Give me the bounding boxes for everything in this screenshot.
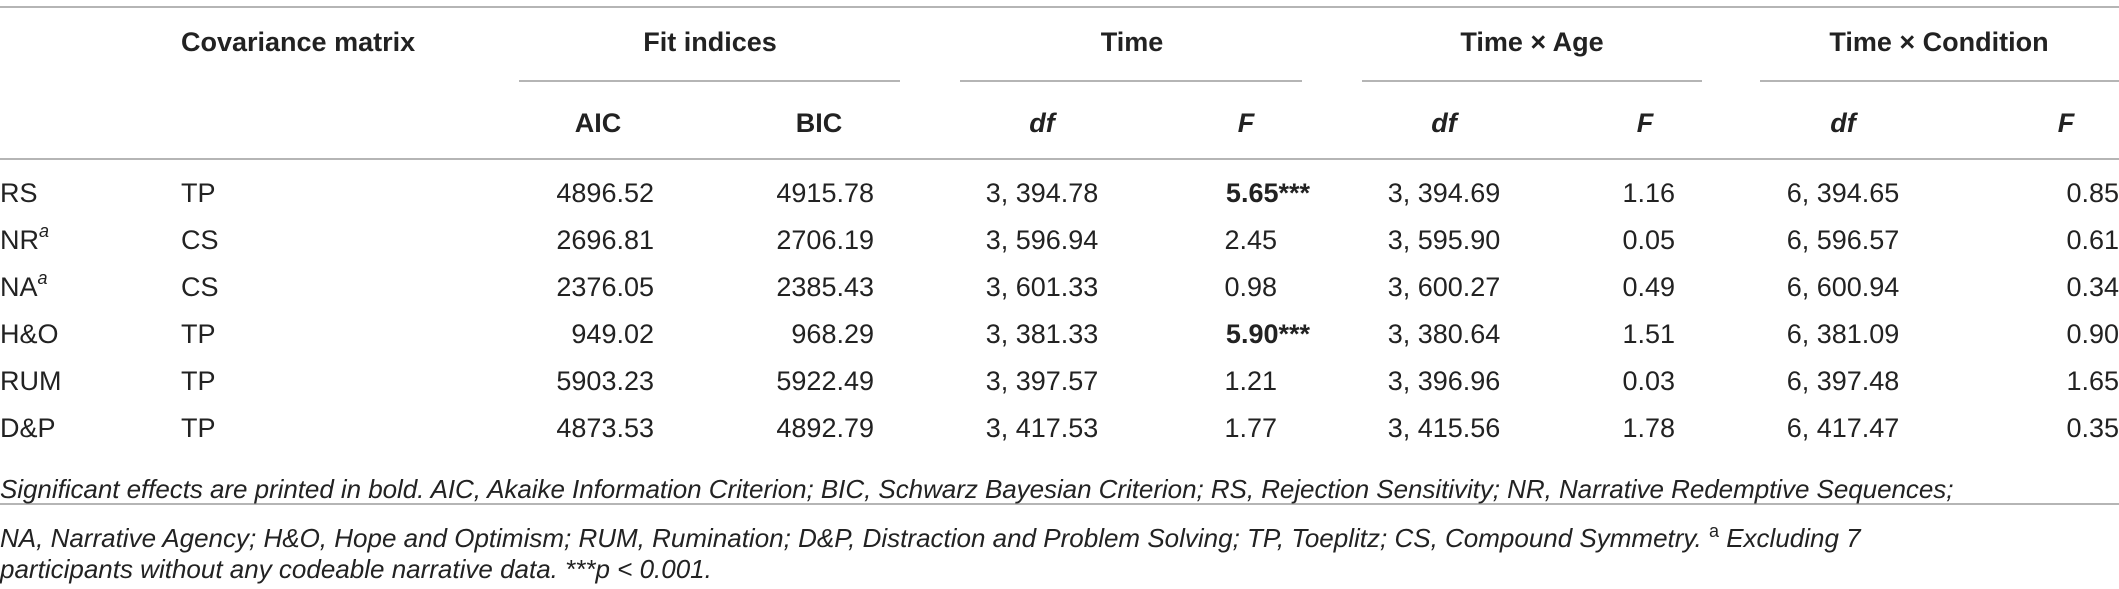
row-bic: 4915.78 — [776, 178, 874, 208]
time-age-rule — [1362, 80, 1702, 82]
row-label: RUM — [0, 366, 62, 396]
header-time-f: F — [1237, 108, 1255, 138]
row-cond-df: 6, 381.09 — [1786, 319, 1900, 349]
row-time-f: 1.21 — [1224, 366, 1277, 396]
row-aic: 949.02 — [571, 319, 654, 349]
row-bic: 2706.19 — [776, 225, 874, 255]
footnote-marker: a — [39, 221, 50, 241]
row-time-f: 1.77 — [1224, 413, 1277, 443]
top-rule — [0, 6, 2119, 8]
header-aic: AIC — [574, 108, 622, 138]
row-bic: 968.29 — [791, 319, 874, 349]
footnote-marker: a — [1708, 521, 1719, 541]
row-aic: 2376.05 — [556, 272, 654, 302]
row-aic: 5903.23 — [556, 366, 654, 396]
row-aic: 2696.81 — [556, 225, 654, 255]
row-cond-df: 6, 394.65 — [1786, 178, 1900, 208]
row-cond-f: 0.34 — [2066, 272, 2119, 302]
row-covariance: CS — [181, 225, 219, 255]
row-age-f: 1.16 — [1622, 178, 1675, 208]
row-label: RS — [0, 178, 38, 208]
header-age-f: F — [1636, 108, 1654, 138]
row-label: H&O — [0, 319, 59, 349]
row-cond-df: 6, 417.47 — [1786, 413, 1900, 443]
row-bic: 5922.49 — [776, 366, 874, 396]
row-time-df: 3, 601.33 — [985, 272, 1099, 302]
row-covariance: CS — [181, 272, 219, 302]
time-condition-rule — [1760, 80, 2119, 82]
footnote-line-2: NA, Narrative Agency; H&O, Hope and Opti… — [0, 521, 1861, 553]
row-time-df: 3, 417.53 — [985, 413, 1099, 443]
header-cond-f: F — [2057, 108, 2075, 138]
row-label: NRa — [0, 221, 50, 255]
footnote-line-1: Significant effects are printed in bold.… — [0, 474, 1954, 504]
header-cond-df: df — [1830, 108, 1856, 138]
row-time-df: 3, 397.57 — [985, 366, 1099, 396]
header-time-condition: Time × Condition — [1829, 27, 2049, 57]
row-age-f: 1.78 — [1622, 413, 1675, 443]
row-time-f: 5.65*** — [1225, 178, 1310, 208]
row-age-f: 0.05 — [1622, 225, 1675, 255]
row-label: NAa — [0, 268, 48, 302]
row-age-f: 0.49 — [1622, 272, 1675, 302]
row-covariance: TP — [181, 319, 216, 349]
row-cond-f: 0.61 — [2066, 225, 2119, 255]
row-cond-f: 0.90 — [2066, 319, 2119, 349]
header-bic: BIC — [795, 108, 843, 138]
row-bic: 2385.43 — [776, 272, 874, 302]
row-aic: 4896.52 — [556, 178, 654, 208]
row-age-df: 3, 415.56 — [1387, 413, 1501, 443]
header-fit-indices: Fit indices — [643, 27, 777, 57]
header-time-df: df — [1029, 108, 1055, 138]
header-time-age: Time × Age — [1460, 27, 1604, 57]
row-covariance: TP — [181, 366, 216, 396]
row-covariance: TP — [181, 413, 216, 443]
row-age-f: 1.51 — [1622, 319, 1675, 349]
time-rule — [960, 80, 1302, 82]
row-age-df: 3, 396.96 — [1387, 366, 1501, 396]
row-age-df: 3, 595.90 — [1387, 225, 1501, 255]
bottom-rule — [0, 503, 2119, 505]
row-time-df: 3, 596.94 — [985, 225, 1099, 255]
row-time-f: 5.90*** — [1225, 319, 1310, 349]
row-covariance: TP — [181, 178, 216, 208]
footnote-line-3: participants without any codeable narrat… — [0, 554, 712, 584]
row-cond-f: 1.65 — [2066, 366, 2119, 396]
row-age-df: 3, 380.64 — [1387, 319, 1501, 349]
footnote-marker: a — [37, 268, 48, 288]
row-time-df: 3, 394.78 — [985, 178, 1099, 208]
header-covariance-matrix: Covariance matrix — [181, 27, 416, 57]
row-time-df: 3, 381.33 — [985, 319, 1099, 349]
row-cond-f: 0.85 — [2066, 178, 2119, 208]
row-aic: 4873.53 — [556, 413, 654, 443]
row-cond-df: 6, 596.57 — [1786, 225, 1900, 255]
header-time: Time — [1100, 27, 1164, 57]
row-cond-f: 0.35 — [2066, 413, 2119, 443]
row-time-f: 0.98 — [1224, 272, 1277, 302]
row-cond-df: 6, 397.48 — [1786, 366, 1900, 396]
header-age-df: df — [1431, 108, 1457, 138]
row-bic: 4892.79 — [776, 413, 874, 443]
row-time-f: 2.45 — [1224, 225, 1277, 255]
row-age-f: 0.03 — [1622, 366, 1675, 396]
row-age-df: 3, 394.69 — [1387, 178, 1501, 208]
header-bottom-rule — [0, 158, 2119, 160]
row-age-df: 3, 600.27 — [1387, 272, 1501, 302]
fit-indices-rule — [519, 80, 900, 82]
row-cond-df: 6, 600.94 — [1786, 272, 1900, 302]
row-label: D&P — [0, 413, 56, 443]
